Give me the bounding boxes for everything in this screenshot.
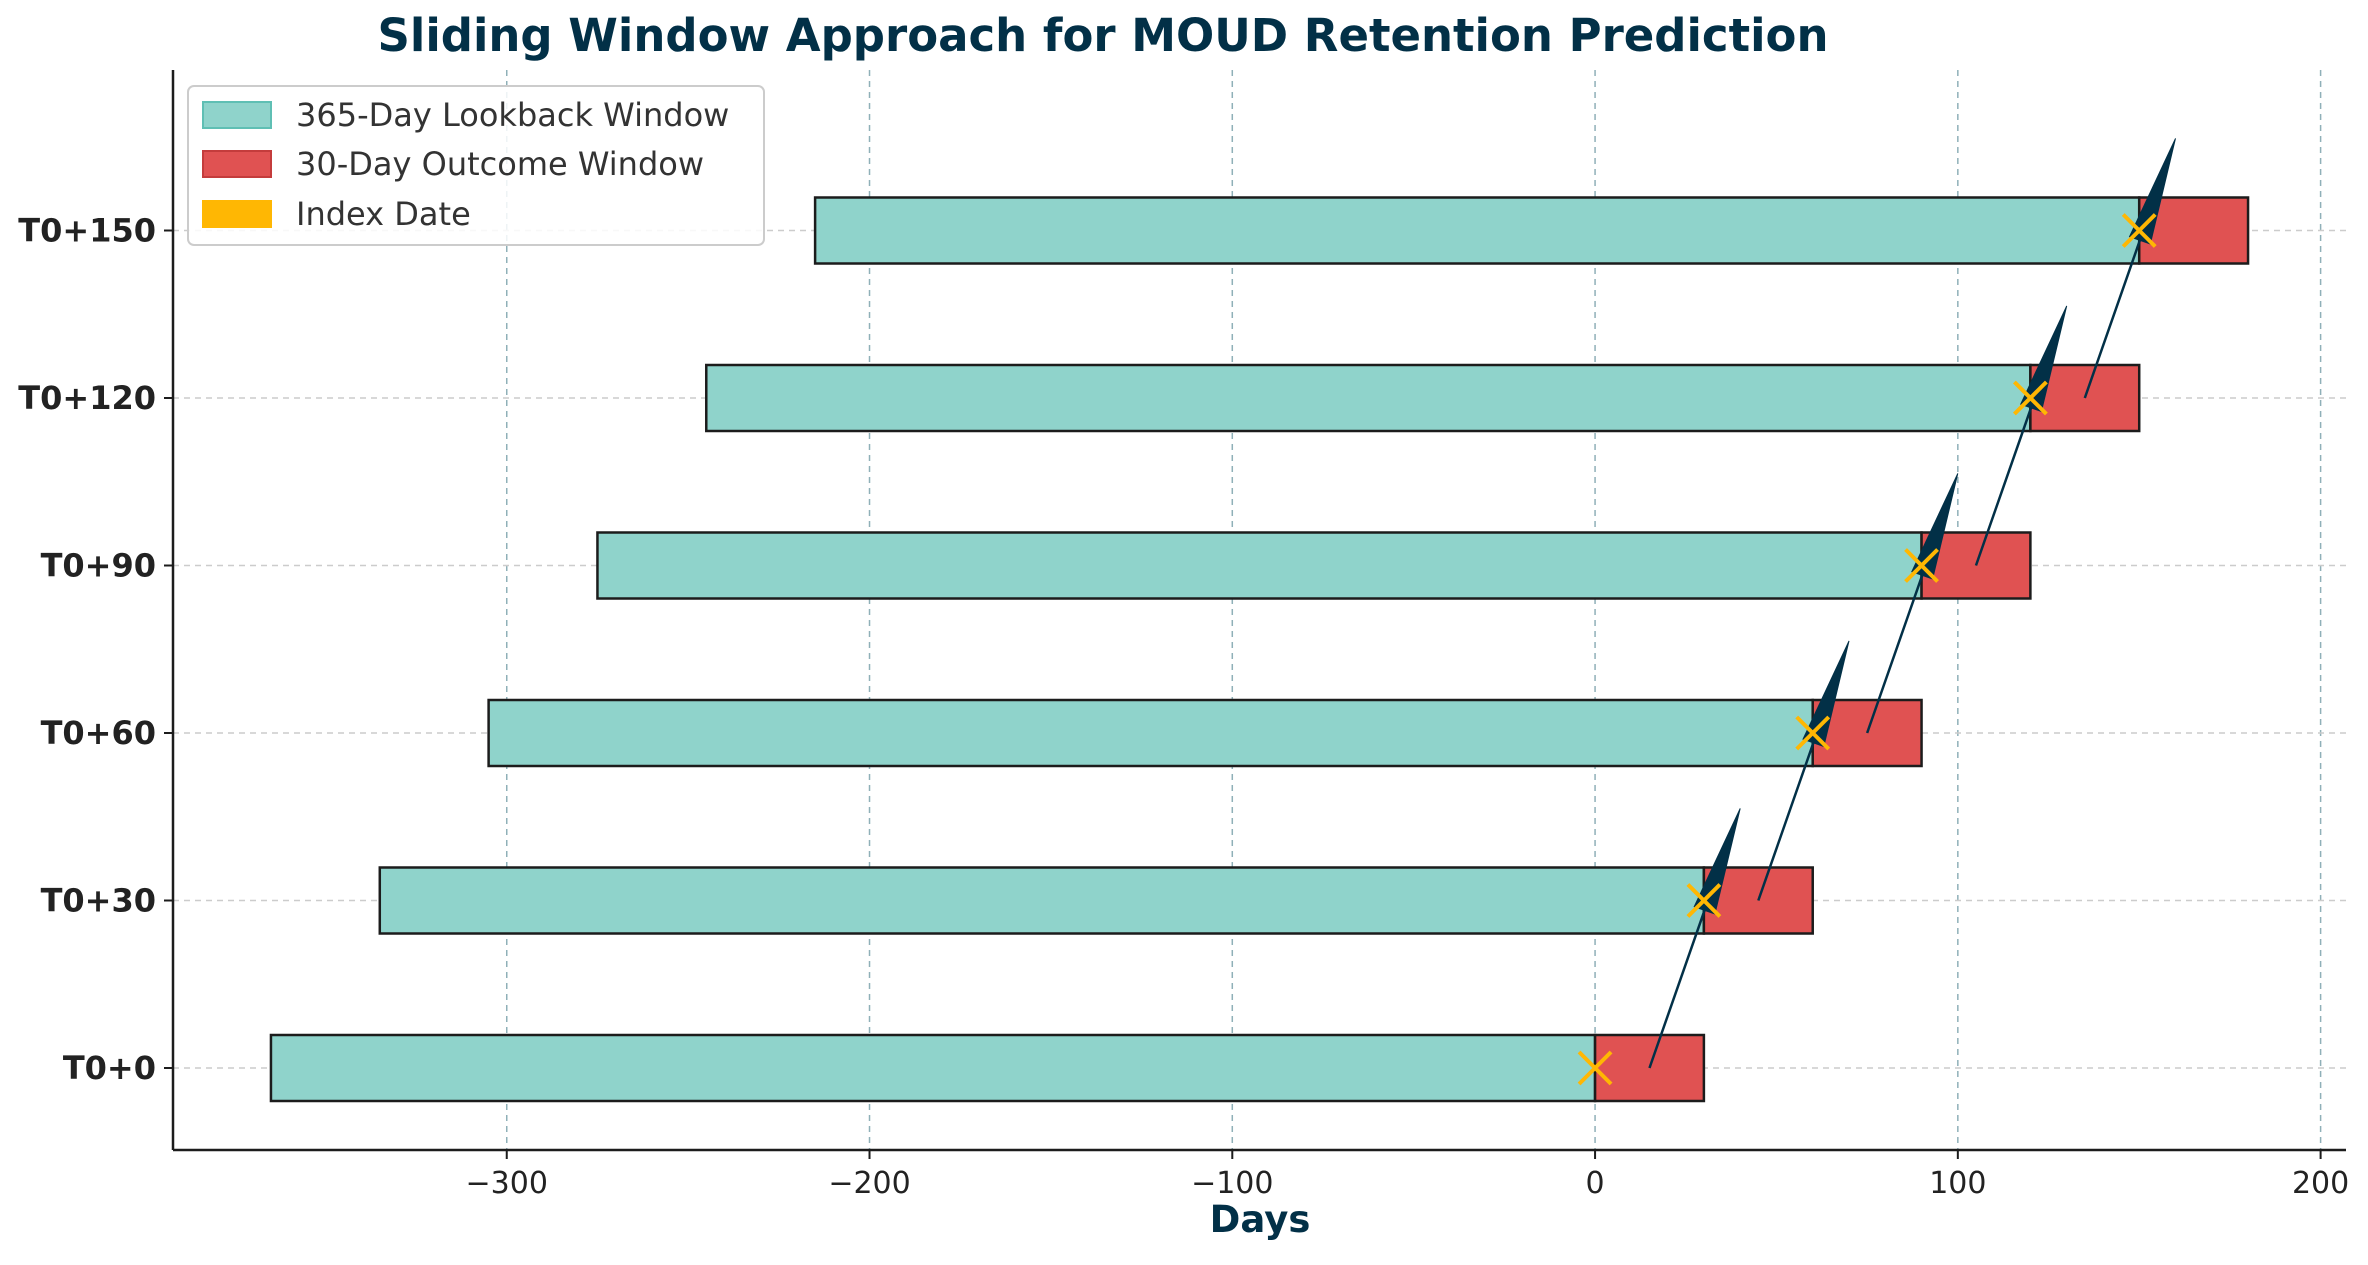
legend-swatch-outcome bbox=[202, 150, 272, 178]
arrow-head bbox=[1693, 808, 1741, 915]
arrow-shaft bbox=[1974, 407, 2033, 566]
index-date-marker bbox=[2012, 380, 2048, 416]
arrow-shaft bbox=[2083, 239, 2142, 399]
index-date-marker bbox=[1904, 548, 1939, 583]
arrow-head bbox=[2020, 305, 2068, 413]
x-axis-label: Days bbox=[1210, 1198, 1311, 1241]
x-tick-label: −100 bbox=[1191, 1166, 1273, 1201]
x-tick-label: 100 bbox=[1929, 1166, 1986, 1201]
index-date-marker-stroke bbox=[2121, 213, 2157, 248]
y-ticks: T0+0 T0+30 T0+60 T0+90 T0+120 T0+150 bbox=[18, 212, 173, 1087]
arrow-shaft bbox=[1865, 574, 1924, 734]
index-date-marker-stroke bbox=[1904, 548, 1939, 583]
legend-label-index-date: Index Date bbox=[296, 195, 471, 233]
index-date-marker bbox=[2121, 213, 2157, 248]
bars-layer bbox=[269, 196, 2250, 1103]
arrow-shaft bbox=[1648, 909, 1706, 1069]
legend-item-outcome: 30-Day Outcome Window bbox=[202, 145, 704, 183]
legend-label-lookback: 365-Day Lookback Window bbox=[296, 96, 729, 134]
legend-item-lookback: 365-Day Lookback Window bbox=[202, 96, 729, 134]
arrow-head bbox=[2128, 138, 2176, 245]
arrow-shaft bbox=[1757, 742, 1815, 901]
y-tick-label: T0+60 bbox=[41, 714, 156, 752]
index-date-marker bbox=[1577, 1050, 1613, 1086]
legend: 365-Day Lookback Window 30-Day Outcome W… bbox=[187, 85, 765, 246]
legend-label-outcome: 30-Day Outcome Window bbox=[296, 145, 704, 183]
arrow-head bbox=[1802, 640, 1850, 748]
lookback-bar bbox=[813, 196, 2141, 265]
lookback-bar bbox=[378, 866, 1706, 935]
index-date-marker-stroke bbox=[1577, 1050, 1613, 1086]
legend-box bbox=[187, 85, 765, 246]
legend-item-index-date: Index Date bbox=[202, 195, 471, 233]
lookback-bar bbox=[596, 531, 1923, 600]
x-tick-label: 0 bbox=[1586, 1166, 1605, 1201]
y-tick-label: T0+90 bbox=[41, 547, 156, 585]
y-tick-label: T0+120 bbox=[18, 379, 156, 417]
lookback-bar bbox=[269, 1033, 1597, 1103]
lookback-bar bbox=[705, 363, 2032, 433]
lookback-bar bbox=[487, 698, 1814, 768]
index-date-marker bbox=[1795, 715, 1831, 751]
chart-title: Sliding Window Approach for MOUD Retenti… bbox=[377, 9, 1828, 62]
markers-layer bbox=[1577, 213, 2157, 1086]
y-tick-label: T0+30 bbox=[41, 882, 156, 920]
index-date-marker-stroke bbox=[2012, 380, 2048, 416]
x-tick-label: 200 bbox=[2292, 1166, 2349, 1201]
index-date-marker bbox=[1686, 883, 1722, 918]
y-tick-label: T0+0 bbox=[63, 1049, 156, 1087]
legend-swatch-lookback bbox=[202, 101, 272, 129]
x-ticks: −300 −200 −100 0 100 200 bbox=[466, 1150, 2349, 1201]
arrow-head bbox=[1911, 473, 1959, 580]
x-tick-label: −300 bbox=[466, 1166, 548, 1201]
legend-swatch-index-date bbox=[202, 200, 272, 228]
index-date-marker-stroke bbox=[1795, 715, 1831, 751]
arrows-layer bbox=[1648, 138, 2176, 1069]
x-tick-label: −200 bbox=[828, 1166, 910, 1201]
y-tick-label: T0+150 bbox=[18, 212, 156, 250]
axes-layer bbox=[171, 70, 2346, 1152]
index-date-marker-stroke bbox=[1686, 883, 1722, 918]
